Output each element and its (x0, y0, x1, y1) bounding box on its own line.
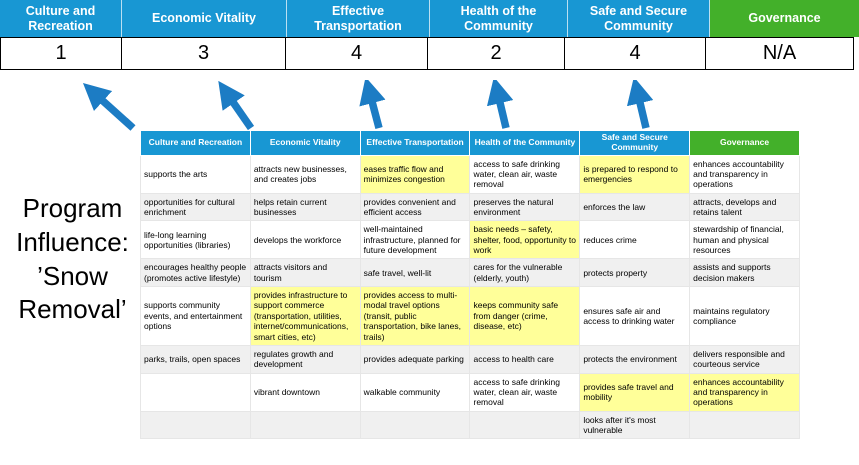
matrix-cell: supports the arts (140, 154, 251, 194)
matrix-cell (469, 410, 581, 440)
matrix-row: vibrant downtown walkable community access… (140, 372, 800, 412)
matrix-cell-highlighted: helps retain current businesses (249, 192, 361, 222)
pillar-score: 2 (427, 37, 565, 70)
matrix-cell-highlighted: safe travel, well-lit (359, 258, 471, 288)
matrix-row: supports the arts attracts new businesses… (140, 154, 800, 194)
matrix-cell: access to health care (469, 344, 581, 374)
matrix-cell-highlighted: parks, trails, open spaces (140, 344, 251, 374)
up-arrow-icon (218, 80, 255, 131)
matrix-cell (689, 410, 800, 440)
pillar-score: N/A (705, 37, 854, 70)
program-title: Program Influence: ’Snow Removal’ (16, 193, 129, 325)
matrix-cell: protects the environment (579, 344, 691, 374)
matrix-cell-highlighted: enhances accountability and transparency… (689, 372, 800, 412)
pillar-header: Culture and Recreation (0, 0, 122, 37)
matrix-cell: well-maintained infrastructure, planned … (359, 220, 471, 260)
matrix-row: opportunities for cultural enrichment hel… (140, 192, 800, 222)
pillar-score: 3 (121, 37, 286, 70)
pillar-score: 4 (285, 37, 428, 70)
matrix-column-header: Health of the Community (469, 130, 581, 156)
matrix-row: encourages healthy people (promotes acti… (140, 258, 800, 288)
up-arrow-icon (626, 80, 654, 129)
matrix-cell-highlighted: provides convenient and efficient access (359, 192, 471, 222)
matrix-cell-highlighted: looks after it's most vulnerable (579, 410, 691, 440)
matrix-cell: enforces the law (579, 192, 691, 222)
matrix-row: supports community events, and entertain… (140, 286, 800, 346)
matrix-cell-highlighted: keeps community safe from danger (crime,… (469, 286, 581, 346)
matrix-cell-highlighted: is prepared to respond to emergencies (579, 154, 691, 194)
matrix-cell-highlighted: provides infrastructure to support comme… (249, 286, 361, 346)
matrix-cell: vibrant downtown (249, 372, 361, 412)
matrix-cell: preserves the natural environment (469, 192, 581, 222)
matrix-cell: regulates growth and development (249, 344, 361, 374)
matrix-row: parks, trails, open spaces regulates grow… (140, 344, 800, 374)
matrix-cell: enhances accountability and transparency… (689, 154, 800, 194)
matrix-cell-highlighted: cares for the vulnerable (elderly, youth… (469, 258, 581, 288)
pillar-header: Health of the Community (430, 0, 568, 37)
matrix-column-header: Governance (689, 130, 800, 156)
matrix-cell: develops the workforce (249, 220, 361, 260)
pillar-header: Safe and Secure Community (568, 0, 710, 37)
up-arrow-icon (359, 80, 386, 129)
matrix-cell: ensures safe air and access to drinking … (579, 286, 691, 346)
matrix-cell: stewardship of financial, human and phys… (689, 220, 800, 260)
matrix-cell: attracts visitors and tourism (249, 258, 361, 288)
matrix-column-header: Safe and Secure Community (579, 130, 691, 156)
up-arrow-icon (82, 82, 136, 131)
matrix-cell: attracts new businesses, and creates job… (249, 154, 361, 194)
matrix-cell: attracts, develops and retains talent (689, 192, 800, 222)
matrix-cell: provides adequate parking (359, 344, 471, 374)
score-band: 1 3 4 2 4 N/A (0, 37, 859, 70)
matrix-cell-highlighted: provides access to multi-modal travel op… (359, 286, 471, 346)
matrix-column-header: Effective Transportation (359, 130, 471, 156)
matrix-cell: maintains regulatory compliance (689, 286, 800, 346)
matrix-cell: access to safe drinking water, clean air… (469, 154, 581, 194)
matrix-header-row: Culture and Recreation Economic Vitality E… (140, 130, 800, 156)
matrix-cell: life-long learning opportunities (librar… (140, 220, 251, 260)
pillar-header: Economic Vitality (122, 0, 287, 37)
pillar-score: 4 (564, 37, 706, 70)
matrix-cell: assists and supports decision makers (689, 258, 800, 288)
influence-matrix-table: Culture and Recreation Economic Vitality E… (140, 130, 800, 440)
up-arrow-icon (486, 80, 514, 129)
matrix-row: looks after it's most vulnerable (140, 410, 800, 440)
matrix-cell-highlighted: eases traffic flow and minimizes congest… (359, 154, 471, 194)
matrix-cell (249, 410, 361, 440)
matrix-row: life-long learning opportunities (librar… (140, 220, 800, 260)
matrix-cell-highlighted: basic needs – safety, shelter, food, opp… (469, 220, 581, 260)
matrix-cell: supports community events, and entertain… (140, 286, 251, 346)
pillar-header: Governance (710, 0, 859, 37)
matrix-cell: encourages healthy people (promotes acti… (140, 258, 251, 288)
matrix-cell: delivers responsible and courteous servi… (689, 344, 800, 374)
matrix-cell: opportunities for cultural enrichment (140, 192, 251, 222)
matrix-cell: reduces crime (579, 220, 691, 260)
matrix-column-header: Economic Vitality (249, 130, 361, 156)
pillar-header: Effective Transportation (287, 0, 430, 37)
matrix-cell-highlighted: provides safe travel and mobility (579, 372, 691, 412)
matrix-cell-highlighted: protects property (579, 258, 691, 288)
matrix-cell (359, 410, 471, 440)
pillar-header-band: Culture and Recreation Economic Vitality E… (0, 0, 859, 37)
matrix-column-header: Culture and Recreation (140, 130, 251, 156)
matrix-cell (140, 410, 251, 440)
influence-arrows (82, 80, 654, 131)
matrix-cell: access to safe drinking water, clean air… (469, 372, 581, 412)
pillar-score: 1 (0, 37, 122, 70)
matrix-cell (140, 372, 251, 412)
matrix-cell: walkable community (359, 372, 471, 412)
